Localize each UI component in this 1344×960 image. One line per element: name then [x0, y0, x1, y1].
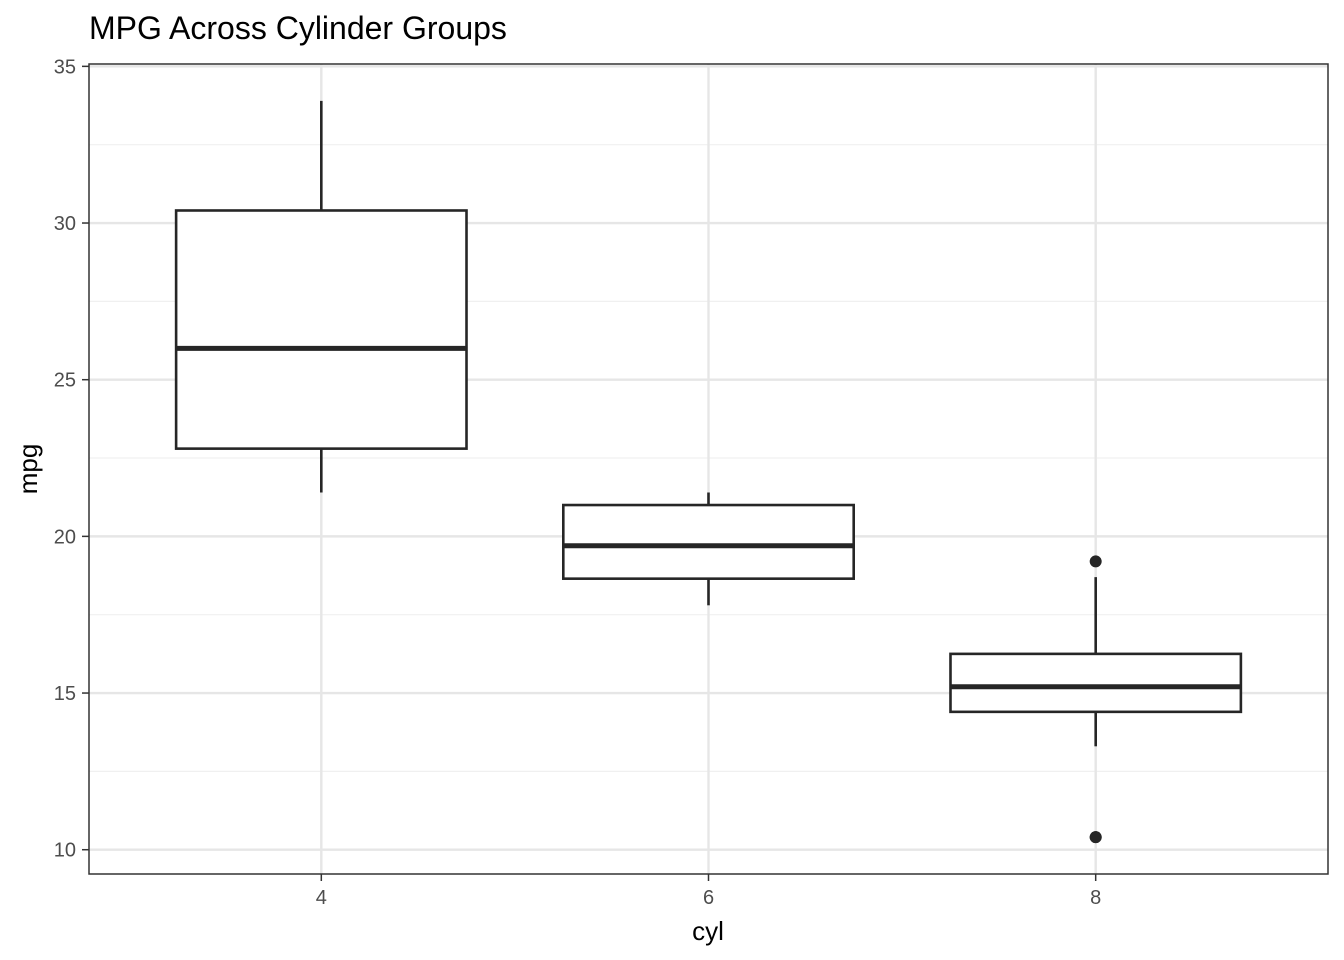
box-group-4: [174, 100, 468, 493]
y-tick-label: 20: [54, 526, 76, 548]
box: [174, 209, 468, 450]
box-group-8: [949, 555, 1243, 844]
y-tick-label: 25: [54, 370, 76, 392]
x-axis-title: cyl: [692, 916, 724, 946]
y-tick-label: 10: [54, 840, 76, 862]
y-tick-label: 30: [54, 213, 76, 235]
grid-lines: [89, 64, 1328, 874]
x-tick-label: 6: [703, 887, 714, 909]
x-tick-label: 4: [316, 887, 327, 909]
axes: 10 15 20 25 30 35 4 6 8: [54, 56, 1102, 909]
y-axis-title: mpg: [13, 444, 43, 495]
y-tick-label: 35: [54, 56, 76, 78]
outlier-point: [1089, 831, 1102, 844]
box: [949, 652, 1243, 714]
outlier-point: [1089, 555, 1102, 568]
chart-title: MPG Across Cylinder Groups: [89, 10, 507, 46]
y-tick-label: 15: [54, 683, 76, 705]
x-tick-label: 8: [1090, 887, 1101, 909]
boxes: [174, 100, 1243, 844]
box-group-6: [562, 492, 855, 606]
box: [562, 503, 855, 580]
